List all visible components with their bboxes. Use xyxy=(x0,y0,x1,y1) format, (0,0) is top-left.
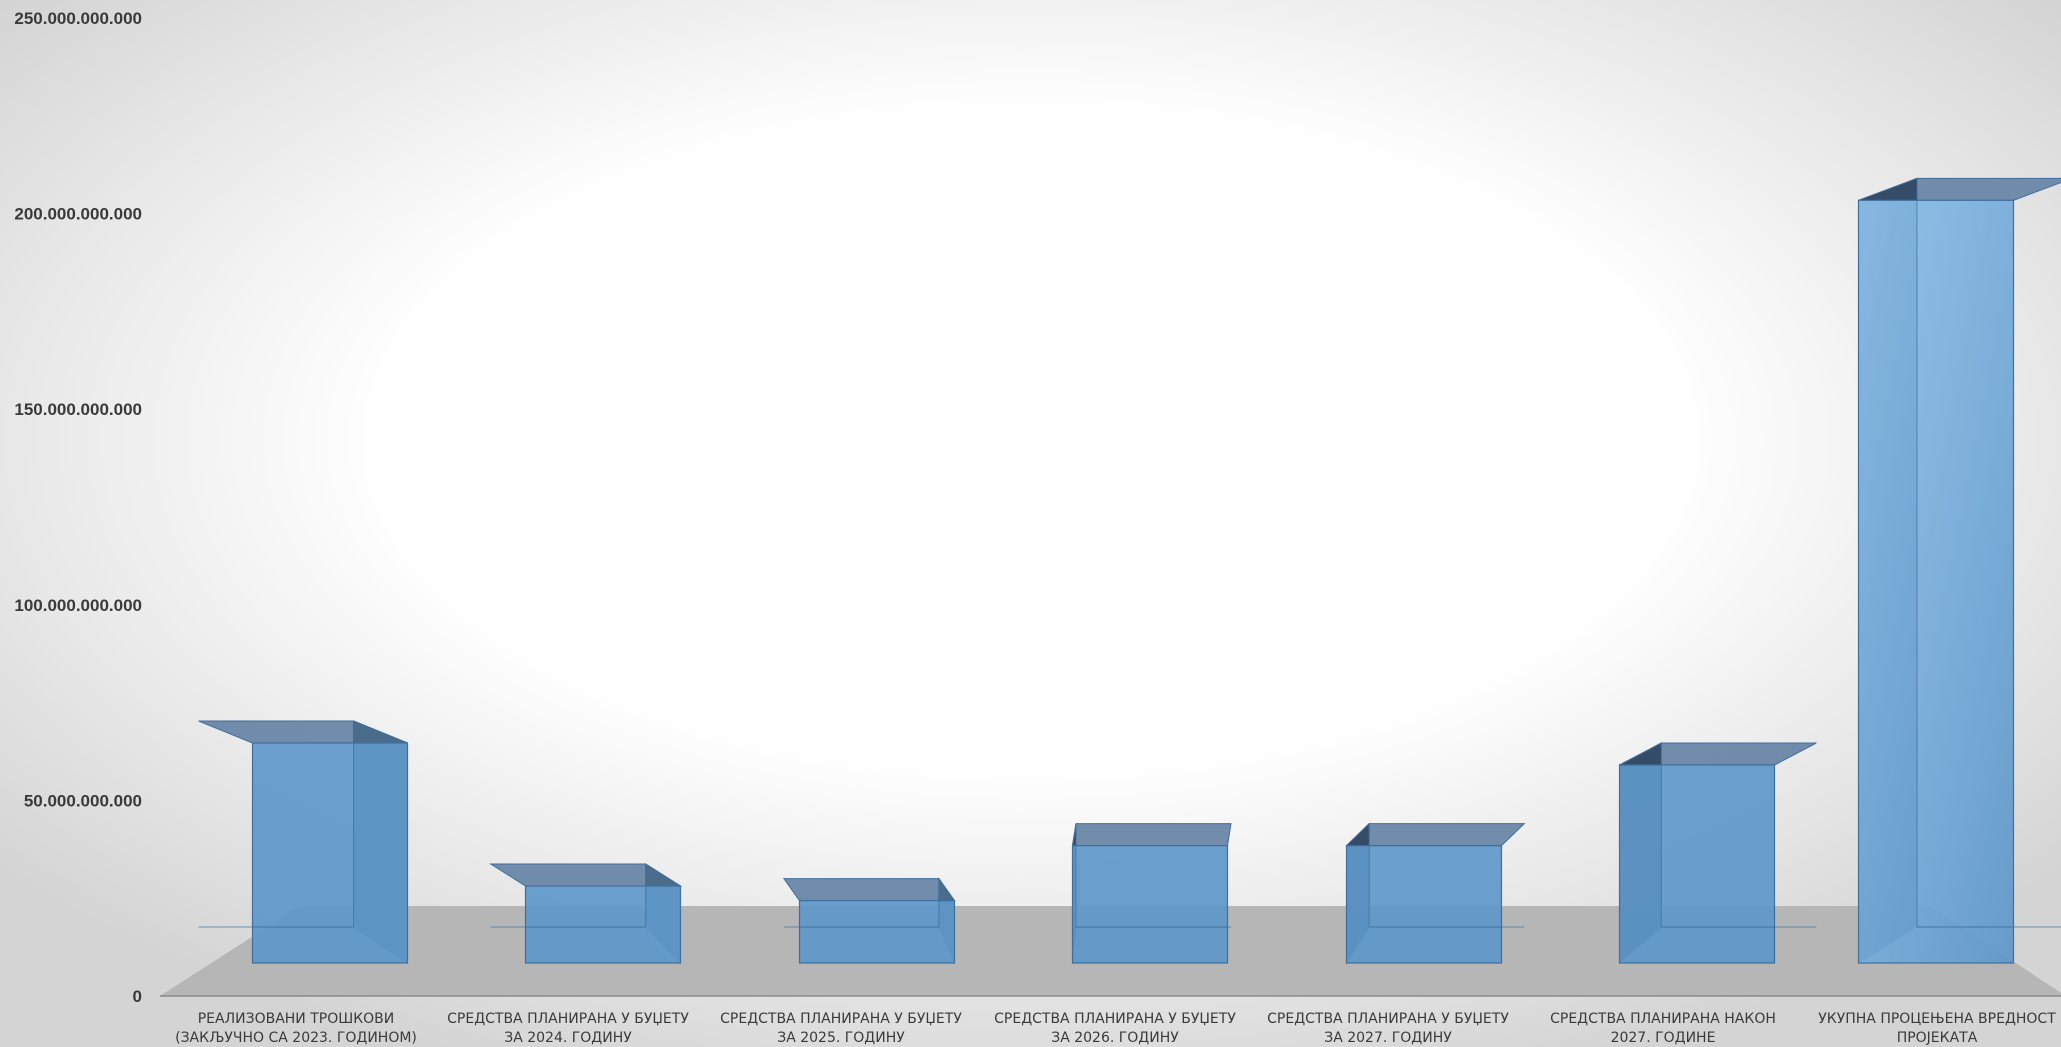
bar-front-face xyxy=(1071,845,1229,964)
bar-front-face xyxy=(1857,199,2015,964)
y-tick-label: 250.000.000.000 xyxy=(14,9,142,28)
x-tick-label: ЗА 2024. ГОДИНУ xyxy=(504,1030,632,1046)
bar[interactable] xyxy=(1618,742,1817,965)
x-tick-label: УКУПНА ПРОЦЕЊЕНА ВРЕДНОСТ xyxy=(1818,1011,2056,1027)
x-tick-label: СРЕДСТВА ПЛАНИРАНА У БУЏЕТУ xyxy=(447,1011,689,1027)
y-tick-label: 100.000.000.000 xyxy=(14,596,142,615)
x-tick-label: (ЗАКЉУЧНО СА 2023. ГОДИНОМ) xyxy=(175,1030,417,1046)
x-tick-label: ЗА 2027. ГОДИНУ xyxy=(1324,1030,1452,1046)
x-tick-label: ЗА 2025. ГОДИНУ xyxy=(777,1030,905,1046)
bar-front-face xyxy=(251,742,409,964)
bar-top-face xyxy=(1071,823,1232,847)
x-tick-label: СРЕДСТВА ПЛАНИРАНА У БУЏЕТУ xyxy=(1267,1011,1509,1027)
x-tick-label: СРЕДСТВА ПЛАНИРАНА НАКОН xyxy=(1550,1011,1776,1027)
bar-front-face xyxy=(524,885,682,964)
bar-front-face xyxy=(1345,845,1503,964)
bar-front-face xyxy=(1618,764,1776,964)
bar[interactable] xyxy=(198,720,409,964)
bar[interactable] xyxy=(1857,177,2061,964)
x-tick-label: СРЕДСТВА ПЛАНИРАНА У БУЏЕТУ xyxy=(994,1011,1236,1027)
x-tick-label: СРЕДСТВА ПЛАНИРАНА У БУЏЕТУ xyxy=(720,1011,962,1027)
bar[interactable] xyxy=(1071,823,1232,964)
bar-top-face xyxy=(1345,823,1526,847)
x-tick-label: 2027. ГОДИНЕ xyxy=(1611,1030,1716,1046)
y-tick-label: 200.000.000.000 xyxy=(14,205,142,224)
bar[interactable] xyxy=(1345,822,1526,965)
bar[interactable] xyxy=(488,863,683,965)
bar-front-face xyxy=(798,900,956,964)
x-tick-label: ЗА 2026. ГОДИНУ xyxy=(1051,1030,1179,1046)
y-tick-label: 50.000.000.000 xyxy=(24,791,142,810)
y-tick-label: 150.000.000.000 xyxy=(14,400,142,419)
y-tick-label: 0 xyxy=(133,987,142,1006)
bar-top-face xyxy=(782,878,956,902)
x-tick-label: ПРОЈЕКАТА xyxy=(1897,1030,1978,1046)
x-tick-label: РЕАЛИЗОВАНИ ТРОШКОВИ xyxy=(198,1011,395,1027)
bar[interactable] xyxy=(782,877,956,964)
